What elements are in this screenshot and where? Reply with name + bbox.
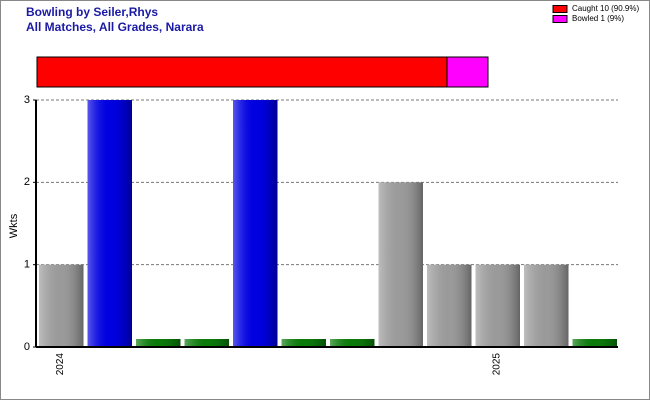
y-tick-label: 1 xyxy=(24,259,30,271)
bar-shade xyxy=(184,339,229,347)
x-tick-label: 2025 xyxy=(491,353,502,376)
bar-shade xyxy=(39,264,84,347)
dismissal-segment xyxy=(36,56,448,88)
bar-shade xyxy=(87,100,132,347)
bar-shade xyxy=(233,100,278,347)
bar-shade xyxy=(330,339,375,347)
legend-swatch xyxy=(552,5,568,13)
chart-title: Bowling by Seiler,Rhys xyxy=(26,5,158,19)
legend-swatch xyxy=(552,15,568,23)
bar-shade xyxy=(572,339,617,347)
legend-label: Caught 10 (90.9%) xyxy=(572,4,639,13)
bar-shade xyxy=(427,264,472,347)
bar-shade xyxy=(524,264,569,347)
y-axis-label: Wkts xyxy=(8,213,20,238)
y-tick-label: 3 xyxy=(24,94,30,106)
bar-shade xyxy=(281,339,326,347)
dismissal-segment xyxy=(446,56,489,88)
legend-label: Bowled 1 (9%) xyxy=(572,14,624,23)
bar-shade xyxy=(136,339,181,347)
bar-shade xyxy=(378,182,423,347)
y-tick-label: 0 xyxy=(24,341,30,353)
y-tick-label: 2 xyxy=(24,176,30,188)
bar-shade xyxy=(475,264,520,347)
x-tick-label: 2024 xyxy=(55,353,66,376)
chart-subtitle: All Matches, All Grades, Narara xyxy=(26,20,204,34)
